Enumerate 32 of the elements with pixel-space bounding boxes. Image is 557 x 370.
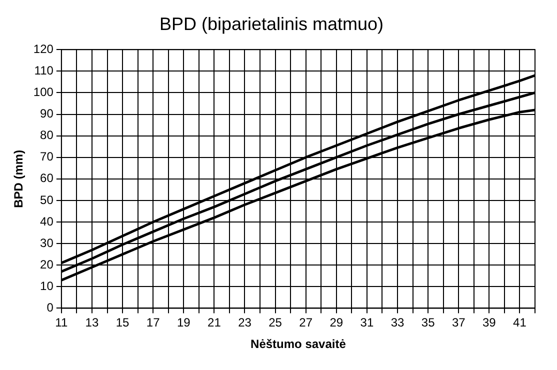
y-tick-label: 100 xyxy=(33,85,54,100)
x-tick-label: 23 xyxy=(238,316,252,330)
chart-title: BPD (biparietalinis matmuo) xyxy=(159,14,384,34)
y-tick-label: 50 xyxy=(40,192,54,207)
x-tick-label: 11 xyxy=(55,316,68,330)
y-tick-label: 90 xyxy=(40,106,54,121)
x-axis-title: Nėštumo savaitė xyxy=(250,337,346,352)
x-tick-label: 33 xyxy=(390,316,405,330)
y-tick-label: 30 xyxy=(40,236,54,250)
y-tick-label: 120 xyxy=(33,42,54,56)
y-axis-title: BPD (mm) xyxy=(12,150,26,208)
y-tick-label: 0 xyxy=(46,300,54,315)
x-tick-label: 21 xyxy=(208,316,222,330)
y-tick-label: 110 xyxy=(34,63,54,78)
y-tick-label: 60 xyxy=(40,171,54,186)
x-tick-label: 19 xyxy=(176,316,191,330)
y-tick-label: 10 xyxy=(40,278,54,293)
y-tick-label: 20 xyxy=(40,257,54,272)
x-tick-label: 39 xyxy=(482,316,496,330)
y-tick-label: 40 xyxy=(40,214,54,228)
y-tick-label: 80 xyxy=(40,128,54,142)
y-tick-label: 70 xyxy=(40,150,54,164)
x-tick-label: 25 xyxy=(268,316,282,330)
x-tick-label: 29 xyxy=(330,316,344,330)
x-tick-label: 31 xyxy=(360,316,374,330)
x-tick-label: 37 xyxy=(452,316,466,330)
x-tick-label: 15 xyxy=(116,316,130,330)
x-tick-label: 35 xyxy=(421,316,436,330)
x-tick-label: 27 xyxy=(299,316,313,330)
x-tick-label: 41 xyxy=(513,316,527,330)
x-tick-label: 13 xyxy=(85,316,99,330)
x-tick-label: 17 xyxy=(146,316,160,330)
